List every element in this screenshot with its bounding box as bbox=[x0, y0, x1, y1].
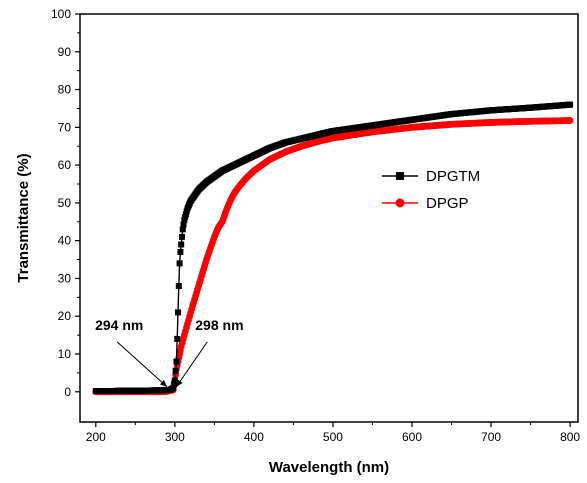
annotation-label: 294 nm bbox=[95, 317, 143, 333]
data-point bbox=[566, 117, 574, 124]
legend-item-dpgtm: DPGTM bbox=[382, 168, 480, 185]
data-point bbox=[178, 233, 185, 240]
data-point bbox=[567, 101, 574, 108]
series-line-dpgp bbox=[95, 119, 571, 393]
data-point bbox=[170, 385, 177, 391]
data-point bbox=[171, 381, 178, 388]
y-tick-label: 30 bbox=[58, 271, 72, 285]
y-tick-label: 10 bbox=[58, 347, 72, 361]
data-point bbox=[172, 368, 179, 374]
y-tick-label: 90 bbox=[58, 45, 72, 59]
series-dpgp bbox=[92, 117, 574, 396]
data-point bbox=[171, 377, 178, 384]
x-tick-label: 700 bbox=[481, 430, 501, 444]
y-tick-label: 20 bbox=[58, 309, 72, 323]
plot-frame bbox=[79, 13, 579, 423]
x-tick-label: 300 bbox=[165, 430, 185, 444]
series-line-dpgtm bbox=[95, 104, 571, 392]
x-axis-title: Wavelength (nm) bbox=[269, 459, 389, 476]
data-point bbox=[173, 358, 180, 365]
y-tick-label: 70 bbox=[58, 120, 72, 134]
x-tick-label: 600 bbox=[402, 430, 422, 444]
legend: DPGTM DPGP bbox=[382, 168, 480, 212]
y-tick-label: 100 bbox=[51, 7, 71, 21]
y-tick-label: 50 bbox=[58, 196, 72, 210]
annotation-label: 298 nm bbox=[195, 317, 243, 333]
data-point bbox=[174, 335, 181, 342]
legend-item-dpgp: DPGP bbox=[382, 195, 469, 212]
legend-label: DPGTM bbox=[426, 168, 480, 185]
series-dpgtm bbox=[92, 101, 574, 395]
data-point bbox=[179, 226, 186, 233]
y-axis-title: Transmittance (%) bbox=[15, 153, 32, 282]
x-tick-label: 200 bbox=[86, 430, 106, 444]
y-tick-label: 40 bbox=[58, 234, 72, 248]
data-point bbox=[175, 309, 182, 316]
y-tick-label: 0 bbox=[64, 385, 71, 399]
data-point bbox=[175, 283, 182, 289]
x-tick-label: 500 bbox=[323, 430, 343, 444]
data-point bbox=[180, 221, 187, 228]
y-tick-label: 60 bbox=[58, 158, 72, 172]
annotation-arrow bbox=[175, 341, 208, 388]
annotations: 294 nm 298 nm bbox=[95, 317, 244, 388]
y-tick-label: 80 bbox=[58, 83, 72, 97]
data-point bbox=[178, 241, 185, 248]
series-layer bbox=[92, 101, 574, 396]
x-tick-label: 800 bbox=[560, 430, 580, 444]
data-point bbox=[177, 249, 184, 255]
plot-border bbox=[79, 13, 579, 423]
legend-label: DPGP bbox=[426, 195, 469, 212]
y-axis: 0 10 20 30 40 50 60 70 80 90 100 bbox=[51, 7, 80, 399]
x-axis: 200 300 400 500 600 700 800 bbox=[86, 422, 580, 444]
legend-marker bbox=[395, 198, 405, 208]
data-point bbox=[176, 260, 183, 267]
annotation-arrow bbox=[116, 341, 168, 388]
x-tick-label: 400 bbox=[244, 430, 264, 444]
legend-marker bbox=[396, 172, 404, 180]
